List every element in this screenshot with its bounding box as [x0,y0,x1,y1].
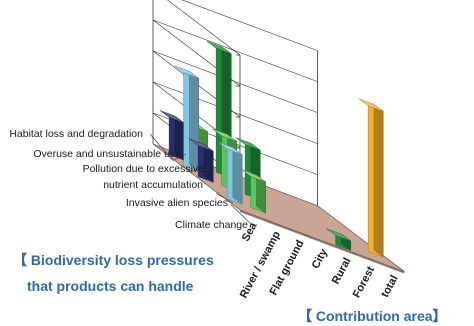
bar [217,141,243,205]
bar-top-face [217,141,243,155]
bar [241,169,266,214]
bar-top-face [358,98,384,112]
pressure-labels: Habitat loss and degradation Overuse and … [9,128,253,231]
bar-side-face [373,103,384,258]
bar [174,65,199,172]
bar [358,98,384,258]
pressure-label: Invasive alien species [126,197,228,209]
area-label: total [379,273,401,299]
pressure-label: nutrient accumulation [103,179,203,191]
bar-top-face [241,169,266,183]
bar [159,110,185,161]
chart-bars [159,41,384,258]
bar-side-face [189,70,199,172]
areas-axis-title: 【 Contribution area】 [298,308,447,324]
bar-top-face [212,128,237,142]
bar-top-face [235,137,261,151]
bar [326,228,351,251]
pressure-label: Climate change [175,219,248,231]
bar-top-face [159,110,185,124]
area-label: Rural [330,256,354,286]
bar-top-face [174,65,199,79]
area-label: Forest [351,264,378,300]
pressure-label: Pollution due to excessive [83,163,205,175]
bar-top-face [326,228,351,242]
pressure-label: Habitat loss and degradation [9,128,143,140]
pressure-label: Overuse and unsustainable use [33,148,181,160]
bar [188,138,214,183]
bar-side-face [232,147,243,205]
pressures-axis-title-line-1: 【 Biodiversity loss pressures [13,252,214,268]
bar-top-face [206,41,232,54]
pressures-axis-title-line-2: that products can handle [27,278,194,294]
area-label: City [310,246,331,271]
bar-top-face [188,138,214,152]
